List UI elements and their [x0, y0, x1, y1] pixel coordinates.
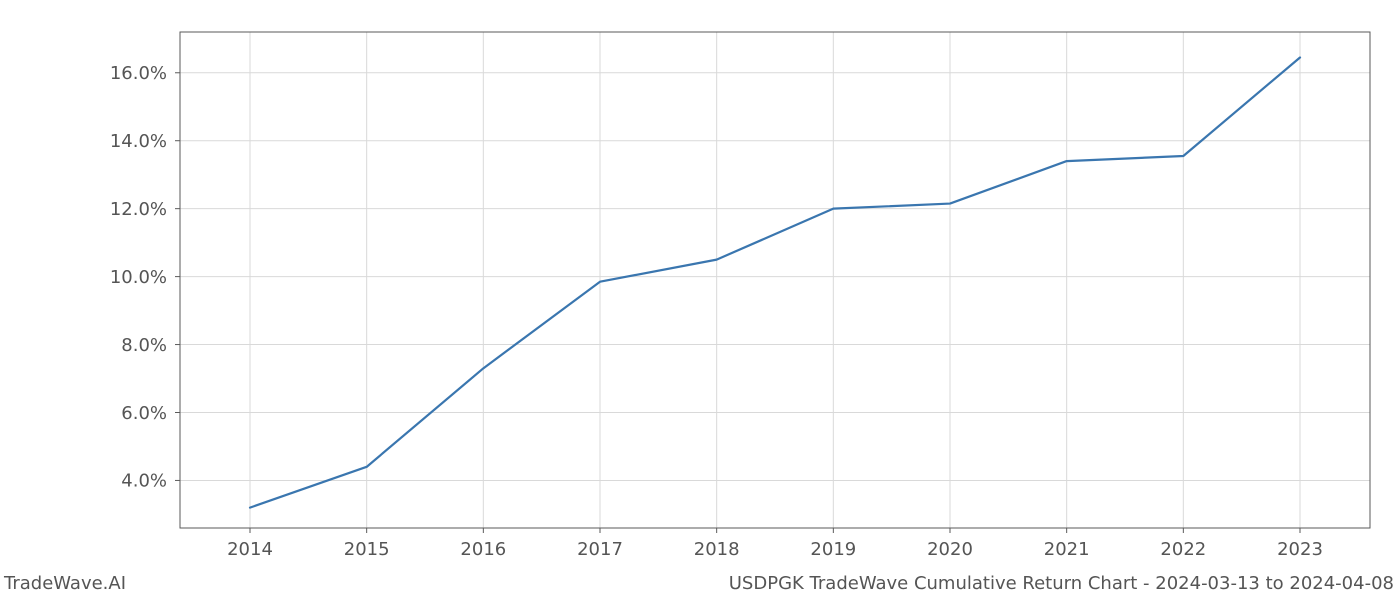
y-tick-label: 12.0%: [110, 199, 167, 220]
y-tick-label: 14.0%: [110, 131, 167, 152]
x-tick-label: 2014: [227, 539, 273, 560]
x-tick-label: 2017: [577, 539, 623, 560]
chart-bg: [0, 0, 1400, 600]
y-tick-label: 4.0%: [121, 471, 167, 492]
x-tick-label: 2023: [1277, 539, 1323, 560]
x-tick-label: 2016: [460, 539, 506, 560]
x-tick-label: 2022: [1160, 539, 1206, 560]
y-tick-label: 10.0%: [110, 267, 167, 288]
chart-area: 2014 2015 2016 2017 2018 2019 2020 2021 2022 2023…: [0, 0, 1400, 600]
y-tick-label: 16.0%: [110, 63, 167, 84]
x-tick-label: 2019: [810, 539, 856, 560]
x-tick-label: 2018: [694, 539, 740, 560]
footer-caption: USDPGK TradeWave Cumulative Return Chart…: [729, 573, 1394, 594]
y-tick-label: 6.0%: [121, 403, 167, 424]
footer-brand: TradeWave.AI: [4, 573, 126, 594]
line-chart-svg: 2014 2015 2016 2017 2018 2019 2020 2021 2022 2023…: [0, 0, 1400, 600]
y-tick-label: 8.0%: [121, 335, 167, 356]
x-tick-label: 2015: [344, 539, 390, 560]
x-tick-label: 2021: [1044, 539, 1090, 560]
x-tick-label: 2020: [927, 539, 973, 560]
